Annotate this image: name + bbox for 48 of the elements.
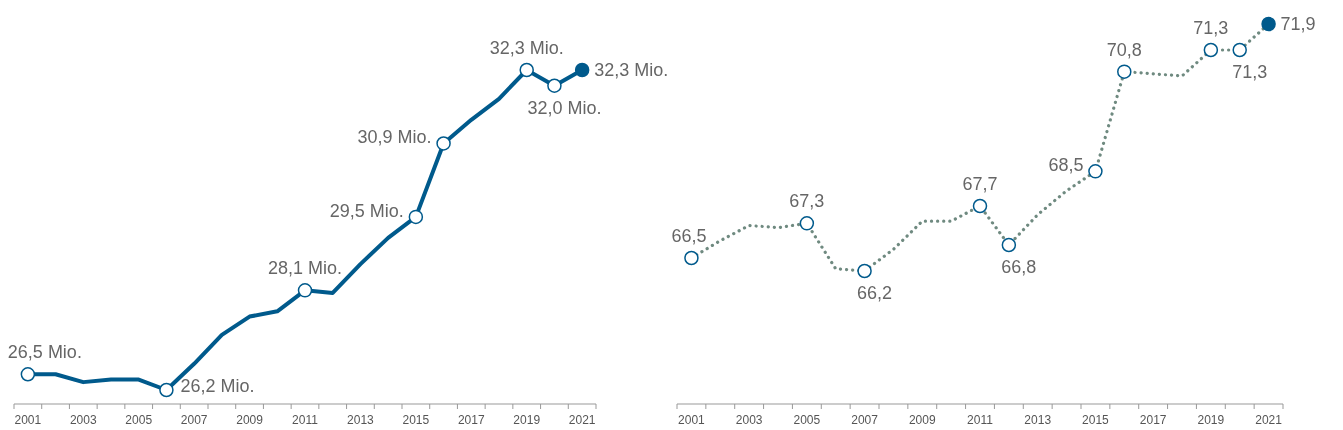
- x-tick-label: 2015: [1082, 413, 1110, 427]
- point: [574, 62, 590, 78]
- data-label: 67,3: [789, 191, 825, 212]
- x-tick-label: 2017: [1139, 413, 1167, 427]
- data-label: 32,0 Mio.: [527, 97, 602, 118]
- x-tick-label: 2007: [180, 413, 208, 427]
- data-label: 28,1 Mio.: [267, 258, 343, 279]
- x-tick-label: 2007: [851, 413, 879, 427]
- data-label: 32,3 Mio.: [489, 38, 564, 58]
- x-tick-label: 2011: [967, 413, 994, 427]
- x-tick-label: 2019: [1197, 413, 1225, 427]
- x-tick-label: 2021: [1255, 413, 1283, 427]
- x-tick-label: 2001: [678, 413, 706, 427]
- point: [297, 283, 313, 298]
- x-tick-label: 2011: [292, 413, 319, 427]
- x-tick-label: 2009: [908, 413, 936, 427]
- data-label: 26,5 Mio.: [7, 342, 82, 363]
- x-tick-label: 2003: [735, 413, 763, 427]
- data-label: 26,2 Mio.: [180, 376, 255, 396]
- data-label: 30,9 Mio.: [357, 127, 432, 148]
- data-label: 70,8: [1106, 39, 1142, 60]
- x-tick-label: 2005: [793, 413, 821, 427]
- x-tick-label: 2013: [1024, 413, 1052, 427]
- data-label: 66,8: [1001, 257, 1037, 277]
- x-tick-label: 2003: [69, 413, 97, 427]
- x-tick-label: 2005: [125, 413, 153, 427]
- x-tick-label: 2019: [513, 413, 541, 427]
- x-tick-label: 2021: [568, 413, 596, 427]
- point: [547, 78, 562, 93]
- data-label: 67,7: [962, 174, 998, 194]
- data-label: 71,3: [1232, 62, 1268, 82]
- point: [436, 136, 451, 151]
- x-tick-label: 2015: [402, 413, 430, 427]
- point: [519, 62, 534, 78]
- x-tick-label: 2001: [14, 413, 42, 427]
- data-label: 29,5 Mio.: [329, 200, 404, 221]
- data-label: 71,3: [1193, 18, 1229, 38]
- x-tick-label: 2013: [347, 413, 375, 427]
- data-label: 66,2: [857, 283, 893, 303]
- point: [159, 382, 174, 398]
- data-label: 71,9: [1280, 14, 1316, 34]
- data-label: 32,3 Mio.: [594, 60, 669, 80]
- data-label: 66,5: [671, 226, 707, 246]
- point: [408, 209, 424, 225]
- point: [20, 367, 36, 382]
- x-tick-label: 2017: [457, 413, 485, 427]
- data-label: 68,5: [1048, 155, 1084, 176]
- x-tick-label: 2009: [236, 413, 264, 427]
